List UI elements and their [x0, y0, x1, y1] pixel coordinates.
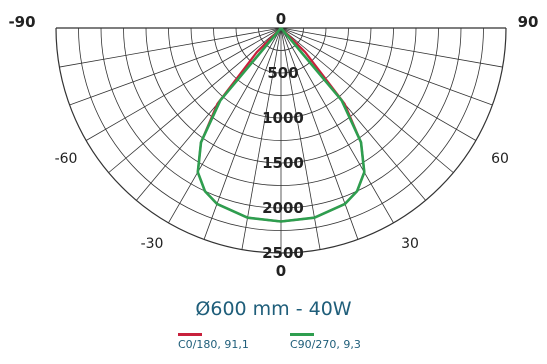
angle-tick-label: 0: [276, 262, 286, 280]
grid-spoke: [108, 27, 282, 173]
radial-tick-label: 2500: [262, 244, 304, 262]
grid-spoke: [241, 27, 282, 250]
grid-spoke: [280, 27, 477, 141]
legend-swatch-c0: [178, 333, 202, 336]
legend-swatch-c90: [290, 333, 314, 336]
angle-tick-label: 0: [276, 10, 286, 28]
grid-spoke: [280, 27, 493, 106]
angle-tick-label: -30: [141, 236, 164, 252]
grid-spoke: [69, 27, 282, 106]
polar-grid: [55, 27, 507, 254]
series-line-c90: [196, 27, 366, 223]
legend-label-c0: C0/180, 91,1: [178, 338, 249, 351]
angle-tick-label: 90: [518, 13, 539, 31]
chart-title: Ø600 mm - 40W: [195, 298, 352, 320]
radial-tick-label: 1000: [262, 109, 304, 127]
radial-tick-label: 2000: [262, 199, 304, 217]
legend-label-c90: C90/270, 9,3: [290, 338, 361, 351]
grid-spoke: [168, 27, 282, 224]
grid-spoke: [280, 27, 503, 68]
legend-item-c0: C0/180, 91,1: [178, 333, 249, 351]
angle-tick-label: -60: [55, 151, 78, 167]
radial-tick-label: 500: [267, 64, 298, 82]
angle-tick-label: -90: [8, 13, 35, 31]
grid-spoke: [280, 27, 321, 250]
grid-spoke: [280, 27, 394, 224]
tick-labels: -90 0 90 -60 60 -30 30 0 500 1000 1500 2000 2500: [8, 10, 538, 280]
angle-tick-label: 60: [491, 151, 509, 167]
legend-item-c90: C90/270, 9,3: [290, 333, 361, 351]
grid-spoke: [59, 27, 282, 68]
radial-tick-label: 1500: [262, 154, 304, 172]
grid-spoke: [85, 27, 282, 141]
grid-spoke: [280, 27, 454, 173]
angle-tick-label: 30: [401, 236, 419, 252]
curves: [196, 27, 366, 223]
